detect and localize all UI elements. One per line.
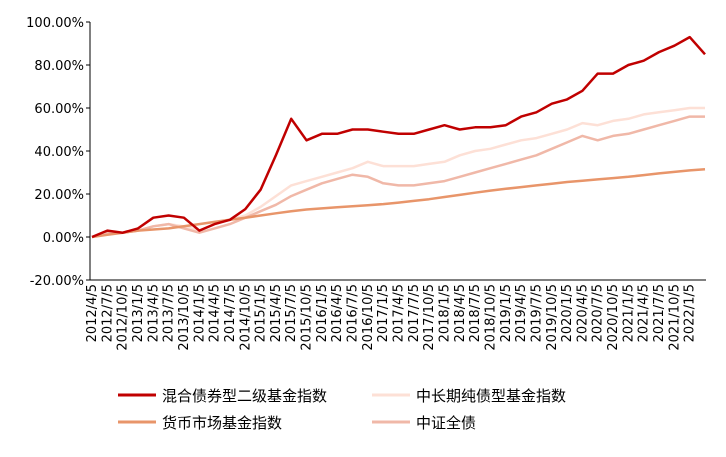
- x-tick-label: 2013/10/5: [177, 284, 192, 351]
- x-tick-label: 2012/4/5: [85, 284, 100, 342]
- x-tick-label: 2020/10/5: [606, 284, 621, 351]
- x-tick-label: 2017/1/5: [376, 284, 391, 342]
- y-tick-label: 20.00%: [34, 188, 84, 203]
- x-tick-label: 2012/10/5: [116, 284, 131, 351]
- x-tick-label: 2016/10/5: [361, 284, 376, 351]
- legend-label: 中证全债: [416, 414, 476, 432]
- series-line: [91, 115, 705, 239]
- x-tick-label: 2021/4/5: [637, 284, 652, 342]
- y-tick-label: 40.00%: [34, 145, 84, 160]
- x-tick-label: 2013/7/5: [162, 284, 177, 342]
- x-tick-label: 2015/10/5: [300, 284, 315, 351]
- y-tick-label: 100.00%: [26, 16, 84, 31]
- x-tick-label: 2020/7/5: [591, 284, 606, 342]
- x-tick-label: 2021/1/5: [621, 284, 636, 342]
- x-tick-label: 2014/10/5: [238, 284, 253, 351]
- y-tick-label: 0.00%: [43, 231, 84, 246]
- x-tick-label: 2019/7/5: [529, 284, 544, 342]
- x-tick-label: 2016/1/5: [315, 284, 330, 342]
- x-tick-label: 2020/1/5: [560, 284, 575, 342]
- x-tick-label: 2018/4/5: [453, 284, 468, 342]
- x-tick-label: 2016/7/5: [346, 284, 361, 342]
- y-tick-label: -20.00%: [30, 274, 84, 289]
- x-tick-label: 2015/4/5: [269, 284, 284, 342]
- series-line: [91, 168, 706, 239]
- x-tick-label: 2018/7/5: [468, 284, 483, 342]
- x-tick-label: 2013/1/5: [131, 284, 146, 342]
- x-tick-label: 2013/4/5: [146, 284, 161, 342]
- y-tick-label: 60.00%: [34, 102, 84, 117]
- legend-label: 货币市场基金指数: [162, 414, 282, 432]
- legend-label: 混合债券型二级基金指数: [162, 387, 327, 405]
- x-tick-label: 2016/4/5: [330, 284, 345, 342]
- x-tick-label: 2015/1/5: [254, 284, 269, 342]
- x-tick-label: 2017/4/5: [392, 284, 407, 342]
- x-tick-label: 2018/1/5: [437, 284, 452, 342]
- x-tick-label: 2014/1/5: [192, 284, 207, 342]
- x-tick-label: 2022/1/5: [683, 284, 698, 342]
- x-tick-label: 2020/4/5: [575, 284, 590, 342]
- x-tick-label: 2019/1/5: [499, 284, 514, 342]
- x-tick-label: 2017/7/5: [407, 284, 422, 342]
- x-tick-label: 2014/4/5: [208, 284, 223, 342]
- x-tick-label: 2021/10/5: [667, 284, 682, 351]
- x-tick-label: 2012/7/5: [100, 284, 115, 342]
- x-tick-label: 2014/7/5: [223, 284, 238, 342]
- x-tick-label: 2021/7/5: [652, 284, 667, 342]
- series-line: [91, 35, 706, 239]
- y-tick-label: 80.00%: [34, 59, 84, 74]
- x-tick-label: 2017/10/5: [422, 284, 437, 351]
- x-tick-label: 2019/4/5: [514, 284, 529, 342]
- legend-label: 中长期纯债型基金指数: [416, 387, 566, 405]
- x-tick-label: 2015/7/5: [284, 284, 299, 342]
- x-tick-label: 2019/10/5: [545, 284, 560, 351]
- x-tick-label: 2018/10/5: [483, 284, 498, 351]
- series-line: [91, 106, 705, 239]
